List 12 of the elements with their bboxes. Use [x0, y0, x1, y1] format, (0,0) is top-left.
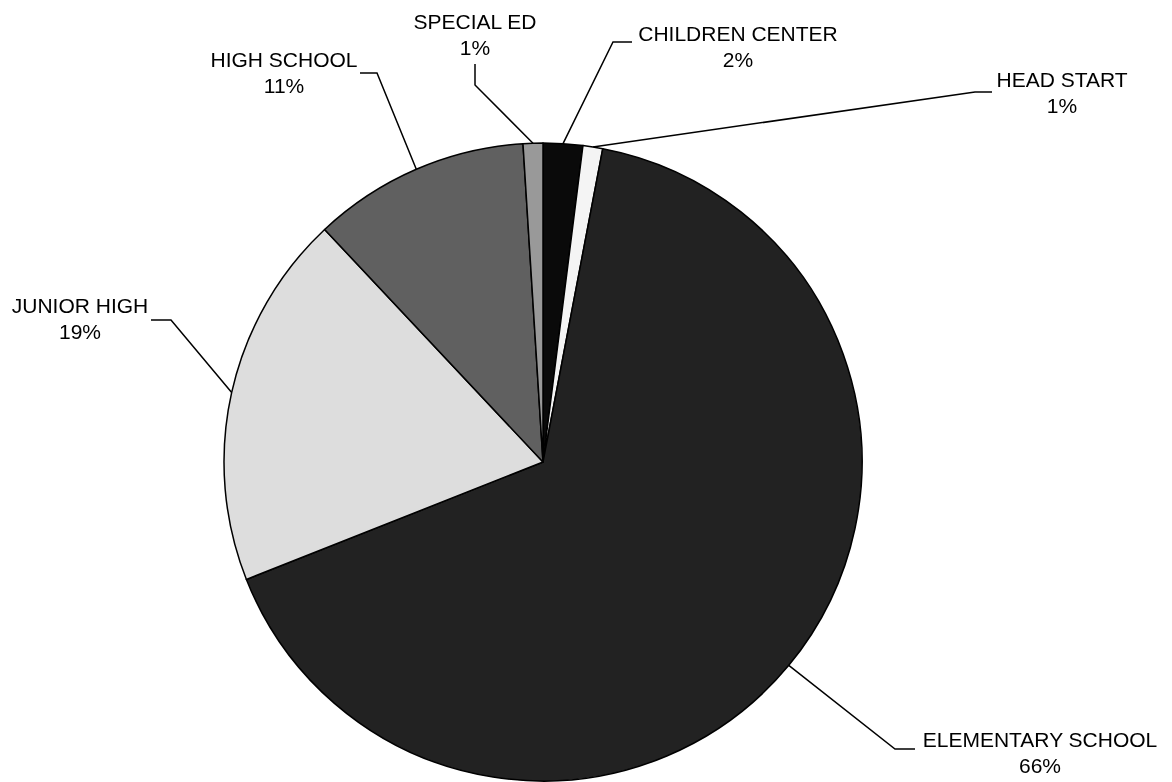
data-label: 1% — [1046, 93, 1078, 117]
slice-label: SPECIAL ED — [413, 9, 537, 33]
data-label: 19% — [58, 319, 102, 343]
data-label: 66% — [1018, 753, 1062, 777]
slice-label: ELEMENTARY SCHOOL — [922, 727, 1158, 751]
data-label: 1% — [459, 35, 491, 59]
slice-label: CHILDREN CENTER — [638, 21, 838, 45]
slice-label: HEAD START — [996, 67, 1128, 91]
data-label: 11% — [263, 73, 305, 97]
data-label: 2% — [722, 47, 754, 71]
slice-label: JUNIOR HIGH — [11, 293, 149, 317]
slice-label: HIGH SCHOOL — [210, 47, 358, 71]
